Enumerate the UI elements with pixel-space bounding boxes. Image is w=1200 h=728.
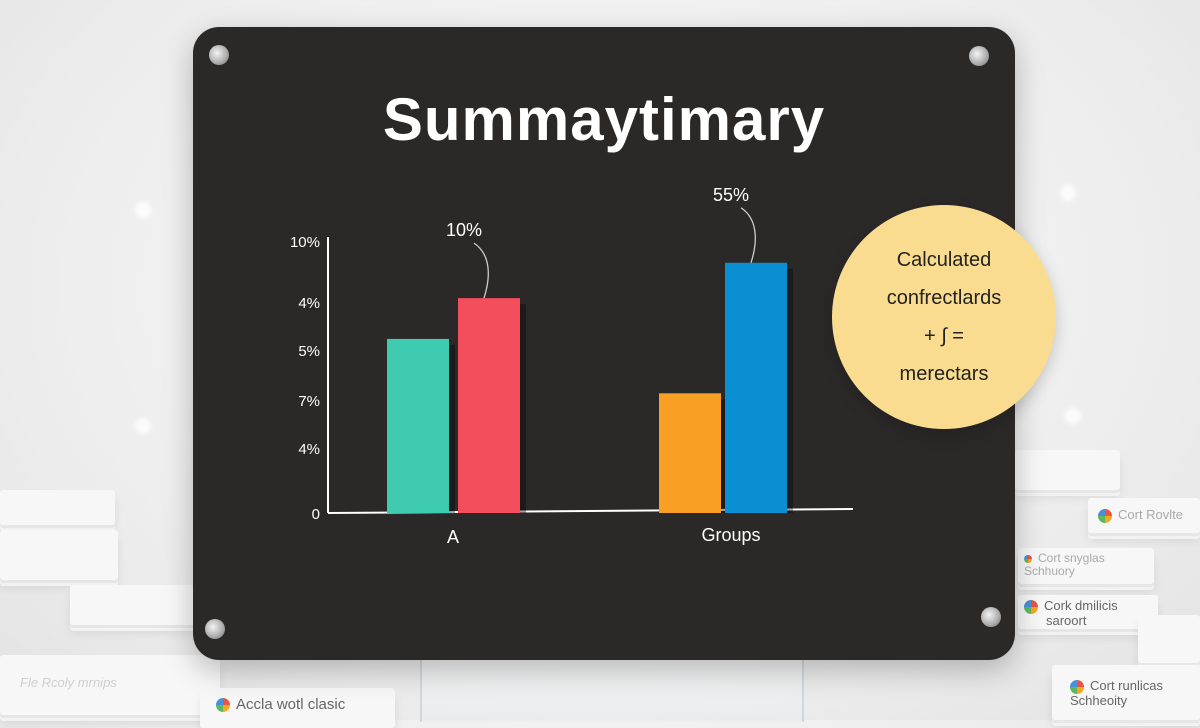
y-tick-label: 0 xyxy=(312,506,320,523)
card-logo-icon xyxy=(1024,599,1038,614)
business-card: Fle Rcoly mrnips xyxy=(0,655,220,715)
chart-title: Summaytimary xyxy=(382,86,826,153)
callout-bubble: Calculated confrectlards + ∫ = merectars xyxy=(832,205,1056,429)
business-card xyxy=(0,490,115,525)
card-text: Fle Rcoly mrnips xyxy=(20,675,117,690)
bokeh-light xyxy=(135,202,151,218)
bar-chart: 0 4% 7% 5% 4% 10% 10% 55% A Groups xyxy=(290,185,854,547)
business-card: Cort Rovlte xyxy=(1088,498,1200,533)
card-text: Cort snyglas xyxy=(1038,551,1105,565)
business-card: Cort snyglas Schhuory xyxy=(1018,548,1154,584)
bar xyxy=(659,393,721,513)
screw-icon xyxy=(969,46,989,66)
x-axis-label: Groups xyxy=(701,525,760,545)
y-tick-label: 5% xyxy=(298,343,320,360)
bokeh-light xyxy=(1065,408,1081,424)
screw-icon xyxy=(981,607,1001,627)
bar xyxy=(458,298,520,513)
y-tick-label: 4% xyxy=(298,295,320,312)
business-card: Cork dmilicis saroort xyxy=(1018,595,1158,629)
data-label-leader xyxy=(473,242,489,299)
card-text-2: Schhuory xyxy=(1024,564,1075,578)
callout-line: merectars xyxy=(899,363,989,385)
card-text-2: saroort xyxy=(1046,612,1087,628)
bokeh-light xyxy=(1060,185,1076,201)
card-logo-icon xyxy=(1070,679,1084,694)
bar xyxy=(725,262,787,513)
card-text: Cort Rovlte xyxy=(1118,507,1184,522)
card-text: Accla wotl clasic xyxy=(236,696,346,713)
callout-line: Calculated xyxy=(896,249,992,271)
x-category-label: A xyxy=(447,527,459,547)
business-card xyxy=(1138,615,1200,663)
card-logo-icon xyxy=(1098,508,1112,523)
y-tick-label: 10% xyxy=(290,234,320,251)
y-tick-label: 7% xyxy=(298,393,320,410)
data-label: 55% xyxy=(713,185,749,205)
business-card xyxy=(1015,450,1120,490)
screw-icon xyxy=(205,619,225,639)
card-text: Cort runlicas xyxy=(1090,678,1163,693)
bokeh-light xyxy=(135,418,151,434)
data-label-leader xyxy=(740,207,756,263)
card-logo-icon xyxy=(216,698,230,713)
data-label: 10% xyxy=(446,220,482,240)
callout-line: confrectlards xyxy=(886,287,1002,309)
screw-icon xyxy=(209,45,229,65)
bar xyxy=(387,338,449,513)
business-card xyxy=(0,530,118,580)
business-card: Cort runlicas Schheoity xyxy=(1052,665,1200,720)
callout-line: + ∫ = xyxy=(924,325,964,347)
business-card: Accla wotl clasic xyxy=(200,688,395,728)
y-tick-label: 4% xyxy=(298,441,320,458)
card-text: Cork dmilicis xyxy=(1044,598,1118,613)
business-card xyxy=(70,585,195,625)
card-text-2: Schheoity xyxy=(1070,692,1128,708)
card-logo-icon xyxy=(1024,554,1032,563)
